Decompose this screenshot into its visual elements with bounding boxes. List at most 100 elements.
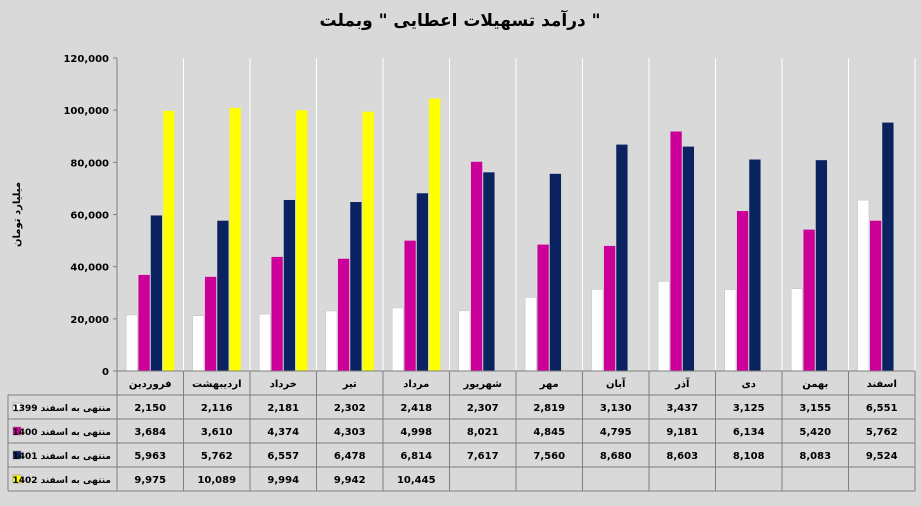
y-tick-label: 120,000 [63, 54, 109, 65]
bar [192, 315, 205, 372]
data-label: 8,021 [467, 427, 499, 438]
bar [603, 245, 616, 371]
bar [229, 107, 241, 372]
data-label: 4,998 [400, 427, 432, 438]
bar [857, 199, 870, 372]
data-label: 8,108 [733, 451, 765, 462]
category-label: بهمن [802, 379, 828, 390]
bar [163, 110, 175, 371]
data-label: 3,130 [600, 403, 632, 414]
bar [682, 146, 695, 371]
category-label: شهریور [463, 379, 503, 390]
data-label: 6,814 [400, 451, 432, 462]
y-tick-label: 40,000 [70, 263, 109, 274]
data-label: 5,963 [134, 451, 166, 462]
bar [724, 289, 737, 372]
bar [869, 220, 882, 371]
y-tick-label: 60,000 [70, 211, 109, 222]
bar [258, 313, 271, 372]
data-label: 9,994 [267, 475, 299, 486]
data-label: 9,181 [666, 427, 698, 438]
legend-label: منتهی به اسفند 1402 [12, 476, 111, 486]
bar [150, 215, 163, 371]
bar [325, 310, 338, 372]
data-label: 2,181 [267, 403, 299, 414]
category-label: آذر [674, 377, 690, 390]
bar [296, 110, 308, 371]
data-label: 2,418 [400, 403, 432, 414]
bar [391, 307, 404, 372]
data-label: 3,610 [201, 427, 233, 438]
data-label: 3,437 [666, 403, 698, 414]
chart-title: درآمد تسهیلات اعطایی " وبملت " [319, 9, 600, 31]
category-label: فروردین [129, 379, 172, 390]
legend-label: منتهی به اسفند 1401 [12, 452, 111, 462]
data-label: 2,819 [533, 403, 565, 414]
category-label: اسفند [867, 379, 897, 390]
data-label: 9,942 [334, 475, 366, 486]
data-label: 2,116 [201, 403, 233, 414]
data-label: 9,975 [134, 475, 166, 486]
category-label: دی [742, 379, 756, 390]
data-label: 6,557 [267, 451, 299, 462]
bar [362, 111, 374, 371]
bar [882, 122, 894, 371]
bar [803, 229, 815, 371]
data-label: 8,083 [799, 451, 831, 462]
data-label: 4,374 [267, 427, 299, 438]
data-label: 8,603 [666, 451, 698, 462]
bar [204, 276, 217, 371]
bar [815, 160, 828, 371]
category-label: تیر [342, 379, 357, 390]
data-label: 6,478 [334, 451, 366, 462]
y-tick-label: 100,000 [63, 106, 109, 117]
bar [483, 172, 495, 371]
bar [404, 240, 416, 371]
category-label: آبان [606, 377, 626, 390]
legend-key [12, 474, 22, 484]
y-axis-title: میلیارد تومان [12, 182, 23, 247]
legend-key [12, 450, 22, 460]
category-label: خرداد [270, 379, 297, 390]
bar [790, 288, 803, 372]
category-label: اردیبهشت [192, 379, 242, 390]
data-label: 10,089 [197, 475, 236, 486]
bar [657, 281, 670, 372]
bar [125, 314, 138, 372]
data-label: 2,302 [334, 403, 366, 414]
bar [416, 193, 429, 371]
bar [549, 173, 562, 371]
category-label: مهر [539, 379, 559, 390]
data-label: 5,420 [799, 427, 831, 438]
data-label: 9,524 [866, 451, 898, 462]
legend-key [12, 426, 22, 436]
data-label: 7,617 [467, 451, 499, 462]
bar [458, 310, 471, 372]
y-tick-label: 80,000 [70, 158, 109, 169]
bar [429, 98, 441, 372]
bar [736, 211, 749, 371]
data-label: 2,150 [134, 403, 166, 414]
data-label: 3,684 [134, 427, 166, 438]
data-label: 4,303 [334, 427, 366, 438]
data-label: 3,155 [799, 403, 831, 414]
data-label: 7,560 [533, 451, 565, 462]
bar [524, 297, 537, 372]
bar [616, 144, 628, 371]
bar [138, 274, 150, 371]
data-label: 4,845 [533, 427, 565, 438]
y-tick-label: 20,000 [70, 315, 109, 326]
data-label: 3,125 [733, 403, 765, 414]
bar [337, 258, 350, 371]
data-label: 4,795 [600, 427, 632, 438]
y-tick-label: 0 [102, 367, 109, 378]
data-label: 10,445 [397, 475, 436, 486]
legend-label: منتهی به اسفند 1399 [12, 404, 111, 414]
data-label: 8,680 [600, 451, 632, 462]
legend-label: منتهی به اسفند 1400 [12, 428, 111, 438]
bar [470, 161, 483, 371]
bar [217, 220, 229, 371]
bar [350, 202, 362, 371]
